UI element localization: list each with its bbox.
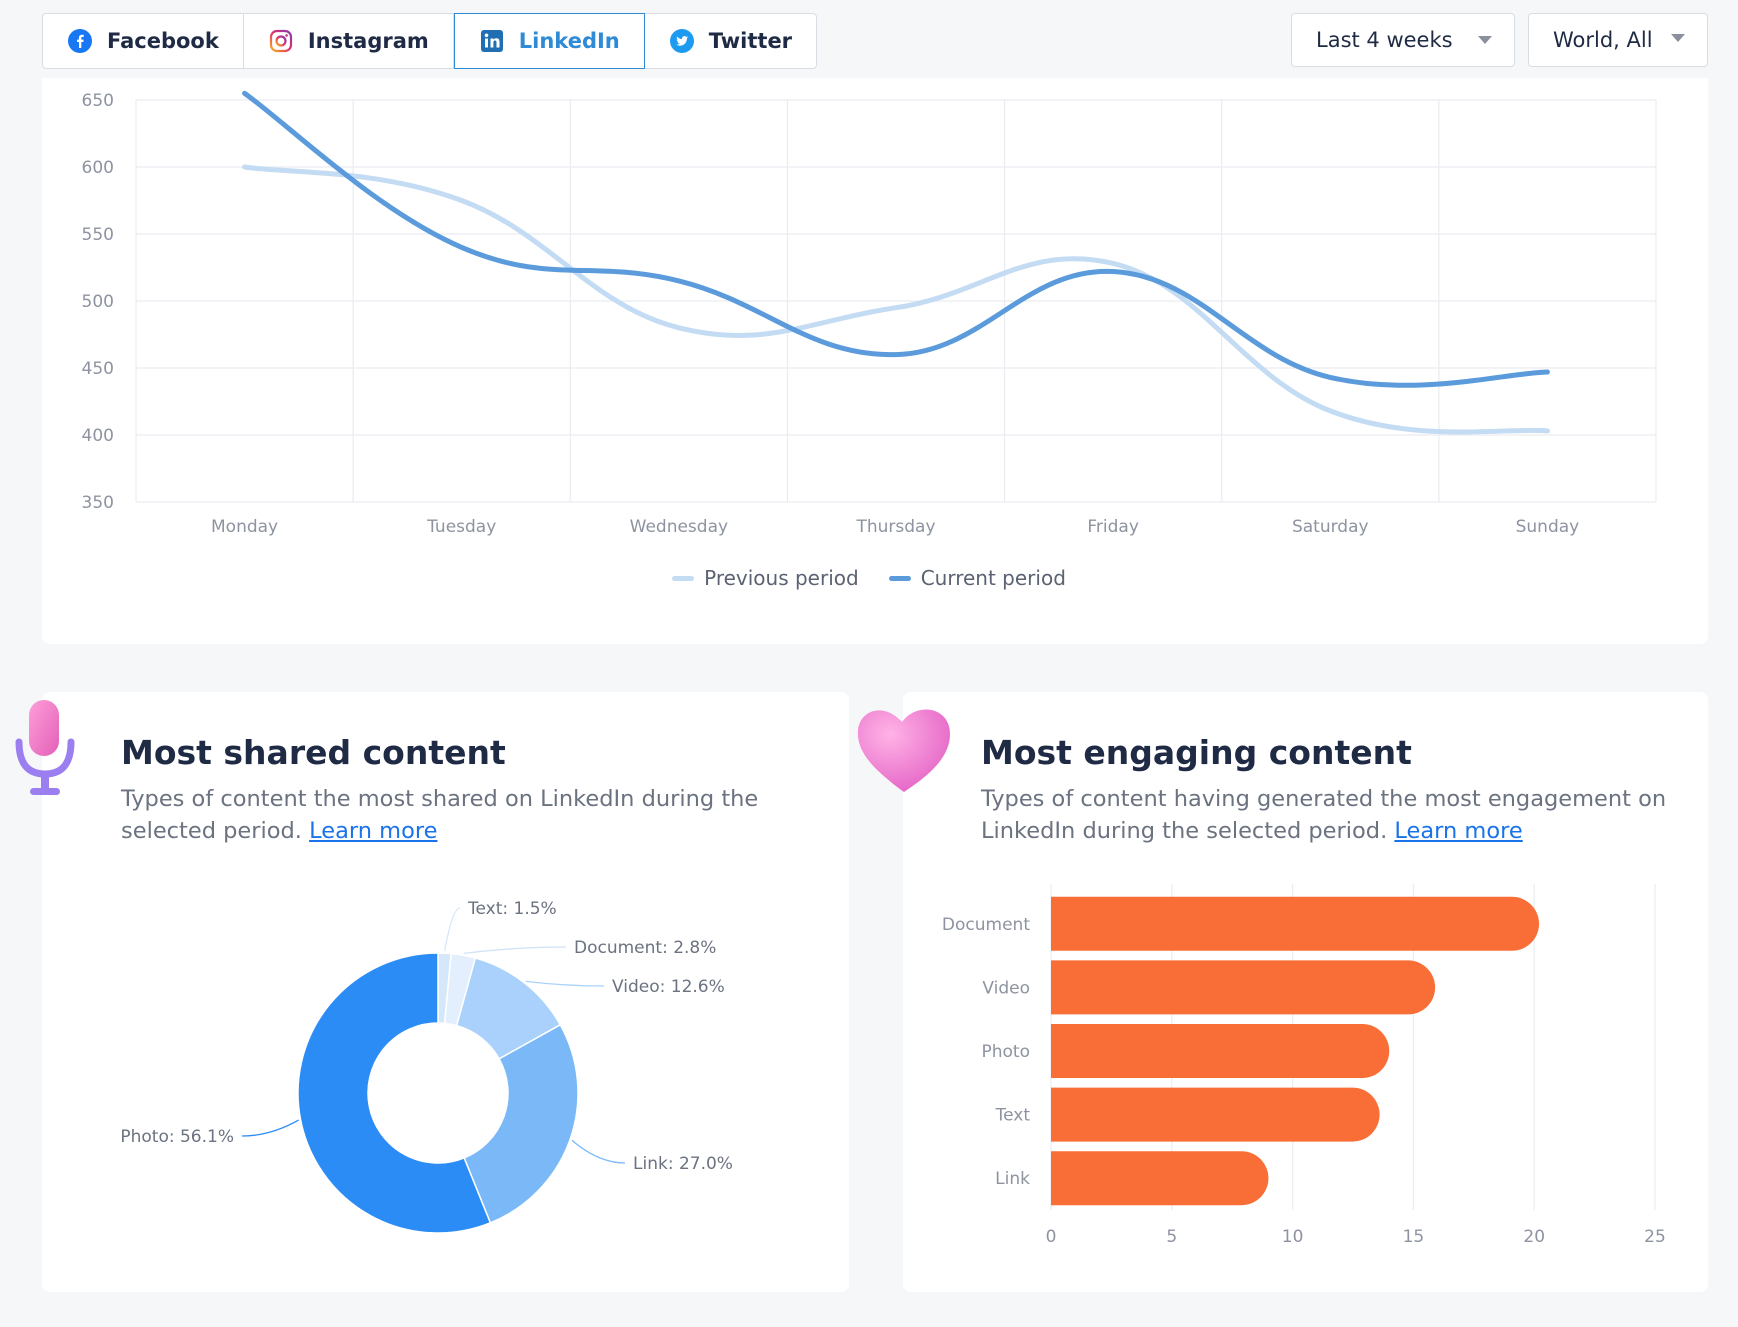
x-tick-label: 15 xyxy=(1403,1227,1425,1247)
bar-link[interactable] xyxy=(1051,1151,1269,1206)
x-tick-label: Tuesday xyxy=(426,517,496,537)
tab-instagram[interactable]: Instagram xyxy=(244,14,454,68)
x-tick-label: 5 xyxy=(1166,1227,1177,1247)
bar-photo[interactable] xyxy=(1051,1024,1390,1078)
most-engaging-learn-more-link[interactable]: Learn more xyxy=(1394,818,1523,844)
donut-label-leader xyxy=(444,907,461,952)
tab-label: Twitter xyxy=(708,29,793,53)
bar-video[interactable] xyxy=(1051,960,1436,1015)
most-shared-description: Types of content the most shared on Link… xyxy=(121,783,781,847)
donut-label-leader xyxy=(241,1119,299,1137)
tab-twitter[interactable]: Twitter xyxy=(645,14,816,68)
x-tick-label: Wednesday xyxy=(630,517,728,537)
tab-label: Facebook xyxy=(107,29,219,53)
donut-label-leader xyxy=(571,1139,626,1164)
x-tick-label: 25 xyxy=(1644,1227,1666,1247)
region-select[interactable]: World, All xyxy=(1528,13,1708,67)
legend-item-current[interactable]: Current period xyxy=(888,566,1066,590)
legend-label-previous: Previous period xyxy=(704,566,859,590)
donut-slice-link[interactable] xyxy=(463,1023,579,1224)
y-tick-label: 400 xyxy=(82,426,114,446)
legend-swatch-previous xyxy=(672,575,695,581)
x-tick-label: 0 xyxy=(1046,1227,1057,1247)
twitter-icon xyxy=(669,28,695,54)
y-tick-label: 600 xyxy=(82,158,114,178)
x-tick-label: Thursday xyxy=(855,517,935,537)
most-engaging-title: Most engaging content xyxy=(981,733,1412,772)
x-tick-label: 20 xyxy=(1523,1227,1545,1247)
y-category-label: Document xyxy=(942,915,1030,935)
tab-facebook[interactable]: Facebook xyxy=(43,14,244,68)
donut-slice-photo[interactable] xyxy=(297,952,492,1234)
top-bar: Facebook Instagram LinkedIn Twitter Last… xyxy=(0,0,1738,78)
microphone-icon xyxy=(15,700,75,795)
tab-linkedin[interactable]: LinkedIn xyxy=(453,13,645,69)
y-tick-label: 550 xyxy=(82,225,114,245)
y-category-label: Link xyxy=(995,1169,1030,1189)
tab-label: Instagram xyxy=(307,29,429,53)
legend-label-current: Current period xyxy=(920,566,1066,590)
x-tick-label: 10 xyxy=(1282,1227,1304,1247)
donut-label: Link: 27.0% xyxy=(633,1154,733,1174)
x-tick-label: Friday xyxy=(1087,517,1139,537)
donut-chart: Text: 1.5% Document: 2.8% Video: 12.6% Link… xyxy=(120,899,733,1234)
donut-label: Photo: 56.1% xyxy=(120,1127,234,1147)
x-tick-label: Monday xyxy=(211,517,278,537)
bar-document[interactable] xyxy=(1051,896,1540,951)
most-engaging-description: Types of content having generated the mo… xyxy=(981,783,1681,847)
legend-item-previous[interactable]: Previous period xyxy=(672,566,859,590)
chevron-down-icon xyxy=(1671,34,1685,42)
facebook-icon xyxy=(67,28,93,54)
period-select[interactable]: Last 4 weeks xyxy=(1291,13,1515,67)
line-chart-legend: Previous period Current period xyxy=(0,566,1738,590)
y-tick-label: 450 xyxy=(82,359,114,379)
linkedin-icon xyxy=(479,28,505,54)
series-line-current[interactable] xyxy=(242,90,1550,388)
network-tabs: Facebook Instagram LinkedIn Twitter xyxy=(42,13,818,69)
y-tick-label: 350 xyxy=(82,493,114,513)
most-shared-learn-more-link[interactable]: Learn more xyxy=(309,818,438,844)
most-shared-title: Most shared content xyxy=(121,733,506,772)
x-tick-label: Saturday xyxy=(1292,517,1369,537)
x-tick-label: Sunday xyxy=(1516,517,1580,537)
region-select-value: World, All xyxy=(1553,28,1653,52)
y-tick-label: 500 xyxy=(82,292,114,312)
donut-label: Document: 2.8% xyxy=(574,938,716,958)
bar-text[interactable] xyxy=(1051,1087,1380,1142)
most-engaging-desc-text: Types of content having generated the mo… xyxy=(981,786,1667,844)
series-line-previous[interactable] xyxy=(242,164,1550,435)
heart-icon xyxy=(857,709,950,792)
legend-swatch-current xyxy=(888,575,911,581)
donut-label-leader xyxy=(525,980,605,987)
tab-label: LinkedIn xyxy=(518,29,620,53)
most-shared-desc-text: Types of content the most shared on Link… xyxy=(121,786,759,844)
y-category-label: Video xyxy=(982,978,1030,998)
line-chart: 650 600 550 500 450 400 350 Monday Tuesday Wednes… xyxy=(82,90,1657,537)
chevron-down-icon xyxy=(1478,36,1492,44)
y-tick-label: 650 xyxy=(82,91,114,111)
period-select-value: Last 4 weeks xyxy=(1316,28,1453,52)
donut-label: Video: 12.6% xyxy=(612,977,725,997)
bar-chart: 0 5 10 15 20 25 Document Video Photo Text Link xyxy=(942,884,1666,1247)
donut-label: Text: 1.5% xyxy=(467,899,557,919)
y-category-label: Photo xyxy=(982,1042,1031,1062)
instagram-icon xyxy=(268,28,294,54)
donut-label-leader xyxy=(463,946,567,954)
y-category-label: Text xyxy=(995,1106,1031,1126)
